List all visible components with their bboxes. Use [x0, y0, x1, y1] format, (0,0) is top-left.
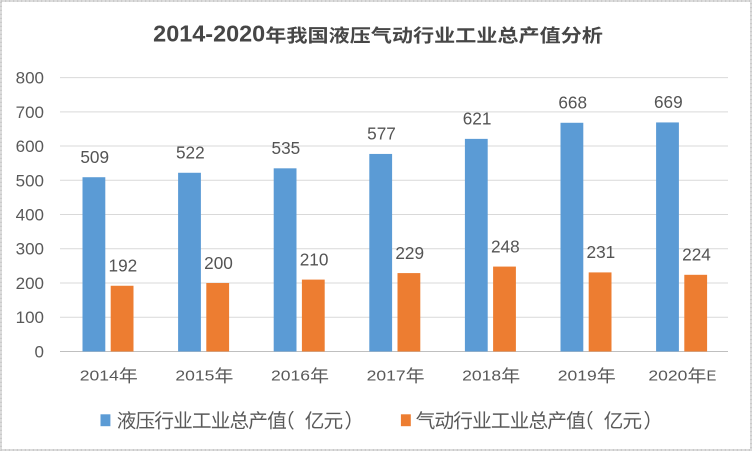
svg-text:100: 100: [16, 308, 44, 327]
svg-text:192: 192: [109, 256, 138, 276]
svg-text:535: 535: [272, 138, 301, 158]
svg-text:621: 621: [463, 109, 492, 129]
svg-text:200: 200: [204, 253, 233, 273]
svg-text:210: 210: [300, 249, 329, 269]
svg-text:500: 500: [16, 171, 44, 190]
svg-text:700: 700: [16, 103, 44, 122]
svg-text:231: 231: [587, 242, 616, 262]
svg-text:668: 668: [558, 93, 587, 113]
svg-text:509: 509: [80, 147, 109, 167]
svg-text:600: 600: [16, 137, 44, 156]
svg-text:200: 200: [16, 274, 44, 293]
svg-text:2017: 2017: [367, 368, 406, 384]
svg-text:248: 248: [491, 236, 520, 256]
svg-text:400: 400: [16, 205, 44, 224]
svg-text:2018: 2018: [462, 368, 501, 384]
svg-text:224: 224: [682, 245, 711, 265]
svg-text:577: 577: [367, 124, 396, 144]
svg-text:2016: 2016: [271, 368, 310, 384]
svg-text:E: E: [706, 368, 716, 384]
svg-text:300: 300: [16, 240, 44, 259]
svg-text:669: 669: [654, 92, 683, 112]
svg-text:0: 0: [35, 342, 44, 361]
svg-text:2015: 2015: [175, 368, 214, 384]
svg-text:2014-2020: 2014-2020: [153, 21, 265, 47]
svg-text:2020: 2020: [648, 368, 687, 384]
svg-text:2019: 2019: [558, 368, 597, 384]
svg-text:2014: 2014: [80, 368, 119, 384]
svg-text:800: 800: [16, 69, 44, 88]
svg-text:229: 229: [395, 243, 424, 263]
svg-text:522: 522: [176, 143, 205, 163]
